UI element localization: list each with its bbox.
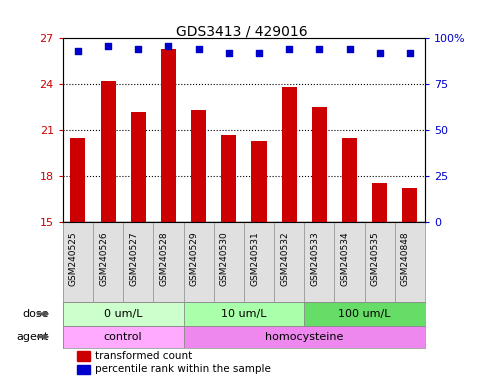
Text: GSM240531: GSM240531 (250, 231, 259, 286)
Text: dose: dose (23, 309, 49, 319)
Text: 0 um/L: 0 um/L (104, 309, 142, 319)
Point (225, 50, 233, 56)
Text: GSM240529: GSM240529 (190, 231, 199, 286)
Point (315, 46, 323, 53)
Text: GSM240532: GSM240532 (280, 231, 289, 286)
Text: GSM240533: GSM240533 (311, 231, 319, 286)
Text: 10 um/L: 10 um/L (221, 309, 267, 319)
Text: agent: agent (17, 332, 49, 342)
Bar (372, 184, 387, 222)
Bar (342, 138, 357, 222)
Bar (184, 302, 304, 326)
Bar (191, 110, 206, 222)
Bar (77, 351, 90, 361)
Text: GSM240526: GSM240526 (99, 231, 108, 286)
Text: GSM240527: GSM240527 (129, 231, 138, 286)
Text: 100 um/L: 100 um/L (339, 309, 391, 319)
Bar (252, 141, 267, 222)
Point (285, 46, 293, 53)
Bar (221, 135, 236, 222)
Point (165, 43, 172, 49)
Text: GSM240528: GSM240528 (159, 231, 169, 286)
Bar (161, 49, 176, 222)
Text: GDS3413 / 429016: GDS3413 / 429016 (176, 25, 307, 39)
Point (195, 46, 202, 53)
Text: homocysteine: homocysteine (265, 332, 343, 342)
Bar (312, 107, 327, 222)
Bar (402, 188, 417, 222)
Point (104, 43, 112, 49)
Point (346, 46, 354, 53)
Text: GSM240525: GSM240525 (69, 231, 78, 286)
Point (74, 48, 82, 54)
Text: GSM240530: GSM240530 (220, 231, 229, 286)
Bar (282, 87, 297, 222)
Bar (71, 138, 85, 222)
Bar (63, 326, 184, 348)
Bar (77, 365, 90, 374)
Text: control: control (104, 332, 142, 342)
Point (134, 46, 142, 53)
Bar (131, 112, 146, 222)
Point (255, 50, 263, 56)
Point (376, 50, 384, 56)
Text: GSM240534: GSM240534 (341, 231, 350, 286)
Bar (63, 302, 184, 326)
Text: percentile rank within the sample: percentile rank within the sample (96, 364, 271, 374)
Text: transformed count: transformed count (96, 351, 193, 361)
Bar (184, 326, 425, 348)
Point (406, 50, 414, 56)
Text: GSM240535: GSM240535 (371, 231, 380, 286)
Text: GSM240848: GSM240848 (401, 231, 410, 286)
Bar (304, 302, 425, 326)
Bar (100, 81, 115, 222)
